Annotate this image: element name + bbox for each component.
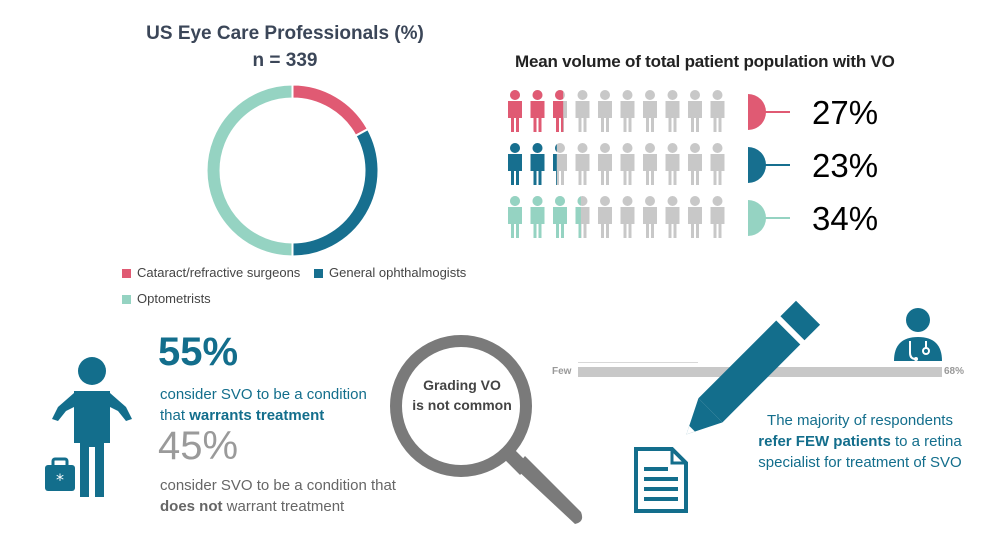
donut-subtitle-text: n = 339 <box>252 50 318 71</box>
person-icon <box>643 90 657 132</box>
person-icon <box>598 143 612 185</box>
pictogram-chart: 27% 23% 34% <box>508 90 878 238</box>
referral-text: The majority of respondents refer FEW pa… <box>758 412 962 471</box>
donut-slice-1 <box>291 127 380 258</box>
person-icon <box>575 196 590 238</box>
legend-swatch-optometrists <box>122 295 131 305</box>
referral-bar-track <box>578 362 698 363</box>
donut-chart-title: US Eye Care Professionals (%) n = 339 <box>120 20 450 74</box>
person-icon <box>553 90 567 132</box>
legend-label-general: General ophthalmogists <box>329 265 467 280</box>
person-icon <box>575 90 590 132</box>
medical-bag-icon: * <box>45 457 75 491</box>
person-icon <box>598 196 612 238</box>
referral-few-label: Few <box>552 366 572 377</box>
legend-item-general: General ophthalmogists <box>314 265 466 280</box>
person-icon <box>620 196 635 238</box>
person-icon <box>530 196 545 238</box>
person-icon <box>620 90 635 132</box>
legend-item-optometrists: Optometrists <box>122 291 211 306</box>
person-icon <box>710 196 725 238</box>
person-icon <box>575 143 590 185</box>
person-icon <box>643 143 657 185</box>
person-icon <box>665 143 680 185</box>
percentage-label: 34% <box>812 200 878 237</box>
svg-text:*: * <box>56 470 64 489</box>
person-icon <box>688 90 702 132</box>
legend-label-cataract: Cataract/refractive surgeons <box>137 265 301 280</box>
person-icon: * <box>45 357 132 497</box>
person-icon <box>508 196 522 238</box>
legend-swatch-general <box>314 269 323 279</box>
magnifier-icon <box>390 335 583 524</box>
referral-percentage-label: 68% <box>944 366 965 377</box>
person-icon <box>710 143 725 185</box>
person-icon <box>553 143 567 185</box>
pencil-icon <box>686 300 821 435</box>
no-treat-percentage: 45% <box>158 424 239 468</box>
person-icon <box>688 196 702 238</box>
treat-percentage: 55% <box>158 330 239 374</box>
person-icon <box>530 143 545 185</box>
legend-swatch-cataract <box>122 269 131 279</box>
person-icon <box>508 90 522 132</box>
person-icon <box>508 143 522 185</box>
person-icon <box>620 143 635 185</box>
legend-item-cataract: Cataract/refractive surgeons <box>122 265 300 280</box>
person-icon <box>598 90 612 132</box>
person-icon <box>688 143 702 185</box>
person-icon <box>665 90 680 132</box>
no-treat-description: consider SVO to be a condition that does… <box>160 477 396 515</box>
document-icon <box>634 447 688 513</box>
legend-label-optometrists: Optometrists <box>137 291 211 306</box>
donut-chart <box>205 83 380 258</box>
percentage-label: 23% <box>812 147 878 184</box>
doctor-icon <box>894 308 942 361</box>
donut-slice-2 <box>205 83 294 258</box>
donut-title-text: US Eye Care Professionals (%) <box>146 23 424 44</box>
grading-text: Grading VO is not common <box>412 377 512 413</box>
treat-description: consider SVO to be a condition that warr… <box>160 386 367 424</box>
percentage-label: 27% <box>812 94 878 131</box>
person-icon <box>665 196 680 238</box>
pictogram-title: Mean volume of total patient population … <box>515 52 895 71</box>
person-icon <box>643 196 657 238</box>
person-icon <box>710 90 725 132</box>
person-icon <box>530 90 545 132</box>
person-icon <box>553 196 567 238</box>
donut-slice-0 <box>291 83 370 138</box>
